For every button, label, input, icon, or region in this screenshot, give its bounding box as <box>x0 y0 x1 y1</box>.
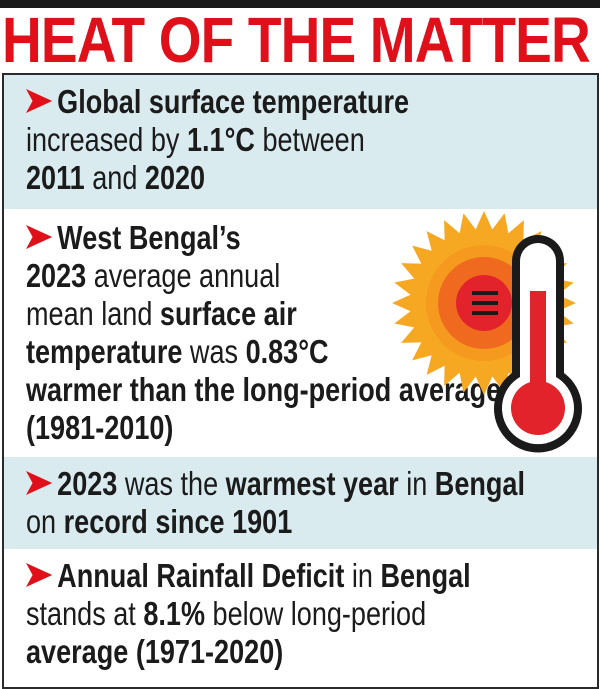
fact-segment: between <box>254 121 365 158</box>
fact-segment: average annual <box>86 257 281 294</box>
fact-emphasis: West Bengal’s <box>57 219 241 256</box>
fact-emphasis: temperature <box>26 333 183 370</box>
fact-panel-1: Global surface temperature increased by 1… <box>4 75 597 209</box>
fact-line: Annual Rainfall Deficit in Bengal <box>26 557 471 595</box>
fact-emphasis: surface air <box>159 295 297 332</box>
fact-line: stands at 8.1% below long-period <box>26 595 471 633</box>
fact-emphasis: 2011 <box>26 159 85 196</box>
bullet-arrow-icon <box>26 89 53 113</box>
fact-emphasis: 1.1°C <box>186 121 255 158</box>
fact-emphasis: 8.1% <box>143 595 206 632</box>
fact-emphasis: record since 1901 <box>63 503 293 540</box>
fact-segment: below long-period <box>205 595 427 632</box>
fact-line: 2023 was the warmest year in Bengal <box>26 465 525 503</box>
fact-segment: increased by <box>26 121 187 158</box>
fact-line: temperature was 0.83°C <box>26 333 501 371</box>
fact-emphasis: average (1971-2020) <box>26 633 284 670</box>
fact-line: average (1971-2020) <box>26 633 471 671</box>
fact-emphasis: Bengal <box>380 557 471 594</box>
fact-segment: and <box>84 159 145 196</box>
fact-text: West Bengal’s 2023 average annual mean lan… <box>26 219 501 447</box>
bullet-arrow-icon <box>26 471 53 495</box>
thermometer-icon <box>494 235 582 453</box>
fact-segment: stands at <box>26 595 144 632</box>
fact-panel-2: West Bengal’s 2023 average annual mean lan… <box>4 209 597 457</box>
fact-line: Global surface temperature <box>26 83 409 121</box>
fact-line: 2011 and 2020 <box>26 159 409 197</box>
fact-line: 2023 average annual <box>26 257 501 295</box>
fact-line: on record since 1901 <box>26 503 525 541</box>
fact-segment: on <box>26 503 64 540</box>
fact-emphasis: 2020 <box>144 159 206 196</box>
fact-emphasis: warmest year <box>225 465 399 502</box>
fact-segment: was <box>182 333 246 370</box>
fact-emphasis: Global surface temperature <box>57 83 410 120</box>
fact-text: Annual Rainfall Deficit in Bengal stands … <box>26 557 471 671</box>
fact-emphasis: (1981-2010) <box>26 409 174 446</box>
bullet-arrow-icon <box>26 225 53 249</box>
fact-line: West Bengal’s <box>26 219 501 257</box>
bullet-arrow-icon <box>26 563 53 587</box>
fact-emphasis: warmer than the long-period average <box>26 371 502 408</box>
fact-emphasis: Annual Rainfall Deficit <box>57 557 345 594</box>
fact-emphasis: 0.83°C <box>245 333 329 370</box>
fact-segment: mean land <box>26 295 160 332</box>
fact-text: Global surface temperature increased by 1… <box>26 83 409 197</box>
fact-emphasis: Bengal <box>434 465 526 502</box>
fact-panel-3: 2023 was the warmest year in Bengal on re… <box>4 457 597 549</box>
fact-emphasis: 2023 <box>57 465 118 502</box>
fact-line: mean land surface air <box>26 295 501 333</box>
fact-line: warmer than the long-period average <box>26 371 501 409</box>
fact-line: (1981-2010) <box>26 409 501 447</box>
top-rule <box>0 0 600 8</box>
fact-line: increased by 1.1°C between <box>26 121 409 159</box>
facts-box: Global surface temperature increased by 1… <box>2 73 599 689</box>
page-title: HEAT OF THE MATTER <box>2 4 591 76</box>
sun-thermometer-icon <box>392 211 582 453</box>
fact-segment: was the <box>117 465 226 502</box>
fact-panel-4: Annual Rainfall Deficit in Bengal stands … <box>4 549 597 687</box>
fact-text: 2023 was the warmest year in Bengal on re… <box>26 465 525 541</box>
fact-emphasis: 2023 <box>26 257 87 294</box>
fact-segment: in <box>398 465 435 502</box>
fact-segment: in <box>344 557 381 594</box>
